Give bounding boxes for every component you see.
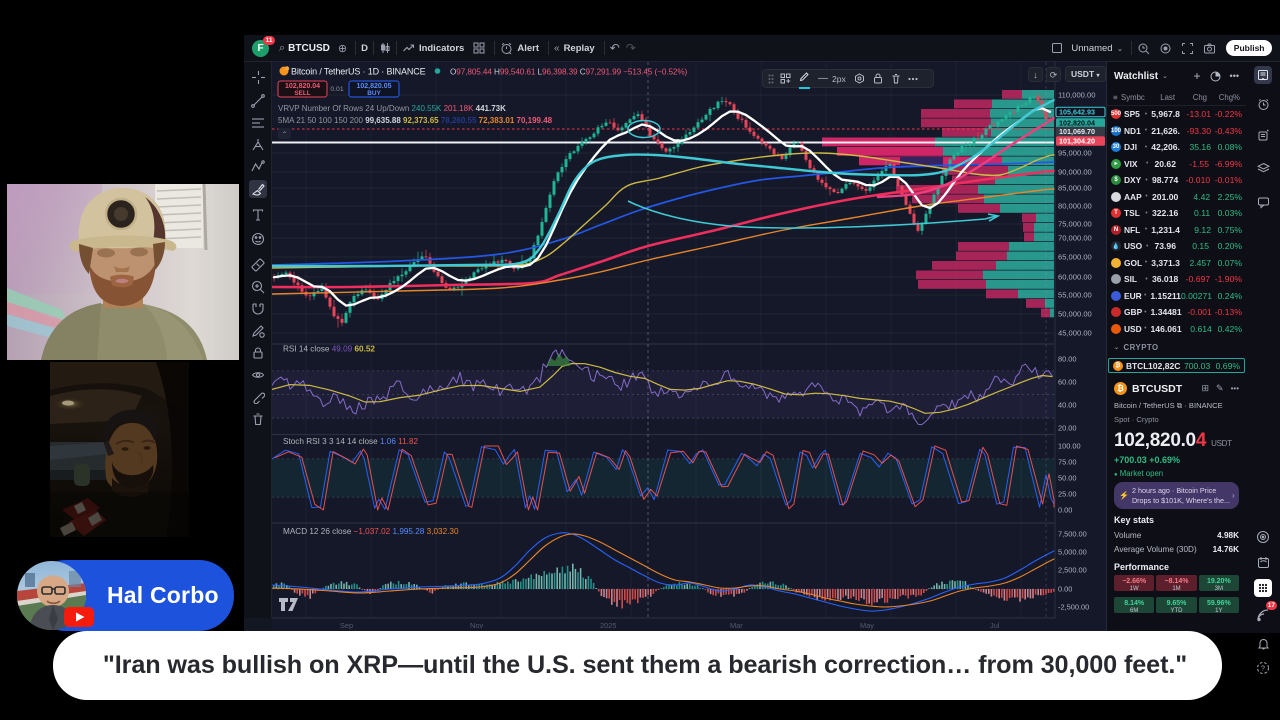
svg-text:Bitcoin / TetherUS · 1D · BINA: Bitcoin / TetherUS · 1D · BINANCE [291,67,426,77]
svg-text:102,820.04: 102,820.04 [285,83,320,90]
svg-text:80.00: 80.00 [1058,355,1077,364]
svg-text:45,000.00: 45,000.00 [1058,329,1092,338]
svg-text:0.00: 0.00 [1058,585,1072,594]
svg-text:50.00: 50.00 [1058,474,1077,483]
svg-text:-2,500.00: -2,500.00 [1058,603,1089,612]
svg-text:Mar: Mar [730,621,743,630]
svg-text:60.00: 60.00 [1058,378,1077,387]
svg-text:7,500.00: 7,500.00 [1058,530,1087,539]
svg-text:50,000.00: 50,000.00 [1058,310,1092,319]
svg-text:2025: 2025 [600,621,616,630]
svg-text:75.00: 75.00 [1058,458,1077,467]
svg-text:100.00: 100.00 [1058,442,1081,451]
svg-text:70,000.00: 70,000.00 [1058,234,1092,243]
svg-text:O97,805.44 H99,540.61 L96,398.: O97,805.44 H99,540.61 L96,398.39 C97,291… [450,68,688,77]
svg-text:110,000.00: 110,000.00 [1058,91,1095,100]
svg-text:SELL: SELL [294,90,310,97]
svg-text:0.00: 0.00 [1058,506,1072,515]
svg-text:Nov: Nov [470,621,483,630]
svg-text:5MA 21 50 100 150 200 99,635.: 5MA 21 50 100 150 200 99,635.88 92,373.6… [278,116,553,125]
svg-text:⌃: ⌃ [282,131,288,139]
svg-text:102,820.05: 102,820.05 [356,83,391,90]
svg-text:55,000.00: 55,000.00 [1058,291,1092,300]
svg-text:65,000.00: 65,000.00 [1058,253,1092,262]
svg-text:Sep: Sep [340,621,353,630]
svg-text:105,642.93: 105,642.93 [1059,108,1095,117]
svg-text:101,304.20: 101,304.20 [1059,137,1095,146]
svg-text:25.00: 25.00 [1058,490,1077,499]
svg-text:102,820.04: 102,820.04 [1059,119,1095,128]
svg-text:95,000.00: 95,000.00 [1058,149,1092,158]
svg-text:Stoch RSI 3 3 14 14 close 1.0: Stoch RSI 3 3 14 14 close 1.06 11.82 [283,437,418,446]
svg-text:?: ? [1261,666,1265,673]
svg-text:20.00: 20.00 [1058,424,1077,433]
svg-text:5,000.00: 5,000.00 [1058,548,1087,557]
svg-text:101,069.70: 101,069.70 [1059,127,1095,136]
svg-text:May: May [860,621,874,630]
svg-text:85,000.00: 85,000.00 [1058,184,1092,193]
svg-text:0.01: 0.01 [330,86,343,93]
svg-text:BUY: BUY [367,90,381,97]
svg-text:Jul: Jul [990,621,1000,630]
svg-text:40.00: 40.00 [1058,401,1077,410]
svg-text:90,000.00: 90,000.00 [1058,168,1092,177]
svg-text:VRVP Number Of Rows 24 Up/Down: VRVP Number Of Rows 24 Up/Down 240.55K 2… [278,104,506,113]
svg-text:MACD 12 26 close −1,037.02 1,: MACD 12 26 close −1,037.02 1,995.28 3,03… [283,527,459,536]
svg-text:75,000.00: 75,000.00 [1058,220,1092,229]
svg-text:60,000.00: 60,000.00 [1058,273,1092,282]
svg-text:80,000.00: 80,000.00 [1058,202,1092,211]
svg-text:2,500.00: 2,500.00 [1058,566,1087,575]
svg-text:RSI 14 close 49.09 60.52: RSI 14 close 49.09 60.52 [283,345,375,354]
